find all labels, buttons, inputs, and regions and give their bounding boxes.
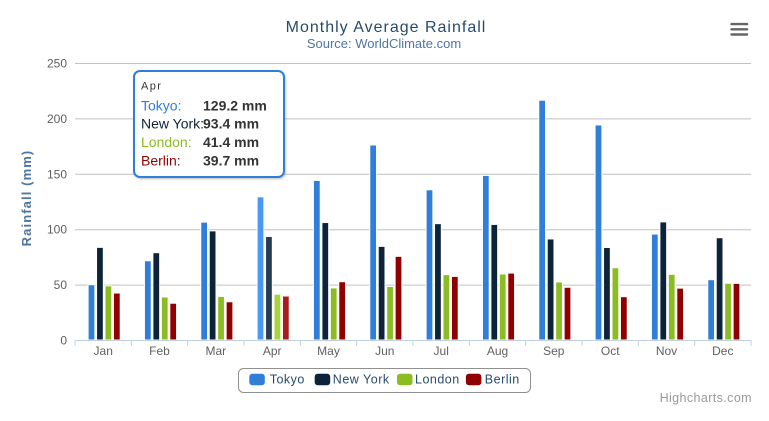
svg-text:Apr: Apr — [141, 81, 162, 93]
svg-text:Apr: Apr — [263, 344, 282, 358]
svg-text:Jul: Jul — [434, 344, 449, 358]
svg-text:Aug: Aug — [487, 344, 508, 358]
svg-text:39.7 mm: 39.7 mm — [203, 153, 259, 169]
svg-text:Dec: Dec — [712, 344, 733, 358]
svg-text:200: 200 — [47, 112, 67, 126]
svg-text:Tokyo:: Tokyo: — [141, 97, 181, 113]
svg-text:129.2 mm: 129.2 mm — [203, 97, 267, 113]
svg-text:250: 250 — [47, 57, 67, 71]
svg-text:Feb: Feb — [149, 344, 170, 358]
svg-text:41.4 mm: 41.4 mm — [203, 134, 259, 150]
svg-text:New York:: New York: — [141, 116, 204, 132]
svg-text:Highcharts.com: Highcharts.com — [660, 391, 752, 405]
svg-text:Berlin: Berlin — [485, 372, 520, 386]
svg-text:Oct: Oct — [601, 344, 620, 358]
svg-text:London: London — [415, 372, 460, 386]
svg-text:New York: New York — [333, 372, 390, 386]
svg-text:Jan: Jan — [94, 344, 113, 358]
svg-text:Jun: Jun — [375, 344, 394, 358]
svg-text:Berlin:: Berlin: — [141, 153, 181, 169]
svg-text:Monthly Average Rainfall: Monthly Average Rainfall — [286, 19, 487, 36]
svg-text:Sep: Sep — [543, 344, 565, 358]
svg-text:Tokyo: Tokyo — [270, 372, 305, 386]
svg-text:93.4 mm: 93.4 mm — [203, 116, 259, 132]
svg-text:London:: London: — [141, 134, 192, 150]
svg-text:Rainfall (mm): Rainfall (mm) — [19, 150, 34, 247]
svg-text:Nov: Nov — [656, 344, 677, 358]
svg-text:150: 150 — [47, 167, 67, 181]
svg-text:May: May — [317, 344, 340, 358]
svg-text:0: 0 — [60, 334, 67, 348]
svg-text:Mar: Mar — [205, 344, 226, 358]
svg-text:100: 100 — [47, 223, 67, 237]
svg-text:Source: WorldClimate.com: Source: WorldClimate.com — [307, 36, 461, 51]
svg-text:50: 50 — [54, 278, 68, 292]
